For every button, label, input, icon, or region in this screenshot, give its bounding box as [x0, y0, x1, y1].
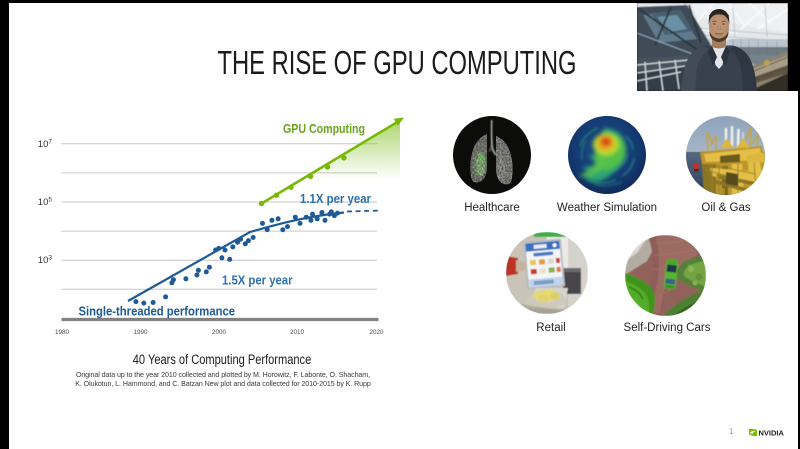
- svg-text:1.1X per year: 1.1X per year: [300, 192, 371, 206]
- svg-text:2020: 2020: [369, 329, 384, 336]
- svg-text:2000: 2000: [212, 329, 227, 336]
- svg-text:1.5X per year: 1.5X per year: [222, 274, 293, 288]
- svg-text:1980: 1980: [55, 329, 70, 336]
- svg-text:2010: 2010: [290, 329, 305, 336]
- svg-text:1990: 1990: [133, 329, 148, 336]
- svg-text:105: 105: [38, 197, 53, 209]
- svg-text:Single-threaded performance: Single-threaded performance: [79, 305, 236, 319]
- svg-text:GPU Computing: GPU Computing: [283, 122, 365, 136]
- svg-text:107: 107: [38, 139, 53, 151]
- svg-text:103: 103: [38, 255, 53, 267]
- svg-text:NVIDIA: NVIDIA: [759, 429, 785, 438]
